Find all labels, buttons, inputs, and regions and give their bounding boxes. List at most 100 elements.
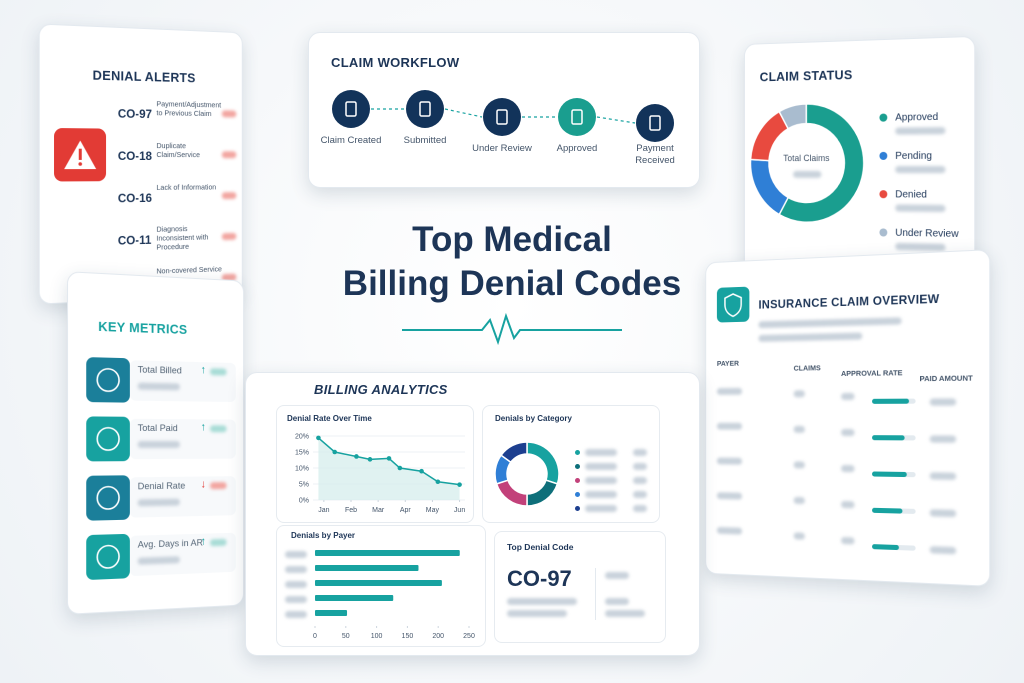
blurred-value: [605, 598, 629, 605]
top-denial-panel: Top Denial Code CO-97: [494, 531, 666, 643]
legend-label: Under Review: [895, 227, 959, 241]
legend-dot: [879, 190, 888, 199]
x-tick-label: May: [426, 507, 440, 514]
x-tick-label: 250: [463, 633, 475, 640]
blurred-value: [929, 398, 957, 406]
denial-label: Lack of Information: [156, 182, 217, 192]
blurred-value: [633, 477, 647, 484]
blurred-value: [793, 425, 805, 433]
headline: Top Medical Billing Denial Codes: [300, 218, 724, 306]
blurred-value: [209, 538, 227, 547]
blurred-value: [793, 170, 822, 178]
blurred-value: [895, 204, 946, 213]
legend-dot: [575, 492, 580, 497]
point: [419, 468, 424, 474]
y-tick-label: 15%: [295, 450, 309, 457]
point: [354, 454, 359, 459]
connector: [596, 116, 636, 124]
denial-alerts-card: DENIAL ALERTS CO-97 Payment/Adjustment to …: [38, 23, 243, 305]
trend-arrow: ↑: [200, 535, 206, 548]
approval-bar: [872, 398, 910, 404]
x-tick-label: 100: [371, 633, 383, 640]
x-tick-label: Apr: [400, 507, 412, 514]
step-label: Payment Received: [635, 143, 675, 166]
bar: [315, 550, 460, 556]
step-icon: [332, 90, 370, 128]
x-tick-label: Mar: [372, 507, 385, 514]
key-metrics-card: KEY METRICS Total Billed ↑ Total Paid ↑ Denia…: [66, 271, 245, 615]
metric-label: Total Billed: [137, 364, 182, 377]
metric-icon: [86, 357, 130, 403]
blurred-value: [716, 422, 743, 430]
blurred-value: [221, 232, 237, 241]
legend-dot: [879, 113, 888, 122]
claim-workflow-card: CLAIM WORKFLOW Claim Created Submitted Unde…: [308, 32, 700, 188]
donut-segment: [500, 441, 528, 464]
legend-dot: [575, 506, 580, 511]
step-icon: [483, 98, 521, 136]
point: [457, 482, 462, 487]
bar: [315, 610, 348, 616]
bar-chart-panel: Denials by Payer 0 50 100 150 200 250: [276, 525, 486, 647]
blurred-value: [793, 496, 805, 505]
blurred-value: [841, 392, 855, 401]
blurred-value: [633, 505, 647, 512]
blurred-value: [841, 536, 855, 545]
step-glyph: [649, 115, 661, 131]
shield-icon: [716, 286, 750, 323]
step-label: Approved: [557, 143, 598, 154]
metric-label: Total Paid: [137, 422, 178, 435]
legend-label: Pending: [895, 150, 932, 162]
blurred-value: [841, 464, 855, 473]
point: [332, 449, 338, 455]
step-glyph: [496, 109, 508, 125]
step-label-line: Payment: [636, 143, 674, 154]
blurred-value: [221, 192, 237, 200]
heartbeat-line: [402, 312, 622, 346]
card-title: BILLING ANALYTICS: [314, 382, 448, 397]
headline-line: Top Medical: [412, 220, 612, 259]
icon-bg: [86, 357, 130, 403]
donut-segment: [779, 103, 864, 223]
denial-label: Non-covered Service: [156, 264, 222, 276]
blurred-value: [633, 463, 647, 470]
category-donut: [494, 441, 560, 507]
trend-arrow: ↑: [200, 364, 206, 377]
claim-status-donut: Total Claims: [749, 91, 872, 242]
blurred-value: [605, 610, 645, 617]
blurred-value: [716, 492, 743, 500]
step-icon: [636, 104, 674, 142]
y-tick-label: 10%: [295, 466, 309, 473]
denial-code: CO-11: [117, 232, 152, 248]
legend-dot: [879, 151, 888, 160]
step-label: Under Review: [472, 143, 532, 154]
chart-title: Denials by Payer: [291, 531, 356, 540]
donut-segment: [526, 441, 560, 485]
x-tick-label: 50: [342, 633, 350, 640]
denial-label: Duplicate Claim/Service: [156, 141, 200, 160]
blurred-value: [895, 165, 946, 174]
step-icon: [558, 98, 596, 136]
trend-arrow: ↓: [200, 478, 206, 491]
blurred-value: [605, 572, 629, 579]
connector: [444, 108, 483, 118]
workflow-steps: Claim Created Submitted Under Review Approv…: [321, 90, 675, 166]
metric-icon: [86, 475, 130, 521]
x-tick-label: 150: [402, 633, 414, 640]
y-tick-label: 5%: [299, 482, 309, 489]
blurred-value: [585, 505, 617, 512]
blurred-value: [585, 449, 617, 456]
headline-line: Billing Denial Codes: [342, 264, 682, 303]
point: [397, 465, 403, 471]
step-label: Claim Created: [321, 135, 382, 146]
blurred-value: [633, 491, 647, 498]
y-tick-label: 0%: [299, 498, 309, 505]
blurred-value: [209, 368, 227, 376]
blurred-value: [895, 127, 946, 135]
chart-title: Top Denial Code: [507, 542, 574, 552]
x-tick-label: Jan: [318, 507, 329, 514]
billing-analytics-card: BILLING ANALYTICS Denial Rate Over Time 0%…: [245, 372, 700, 656]
card-title: KEY METRICS: [98, 318, 188, 338]
metric-icon: [86, 416, 130, 462]
blurred-value: [137, 382, 180, 391]
